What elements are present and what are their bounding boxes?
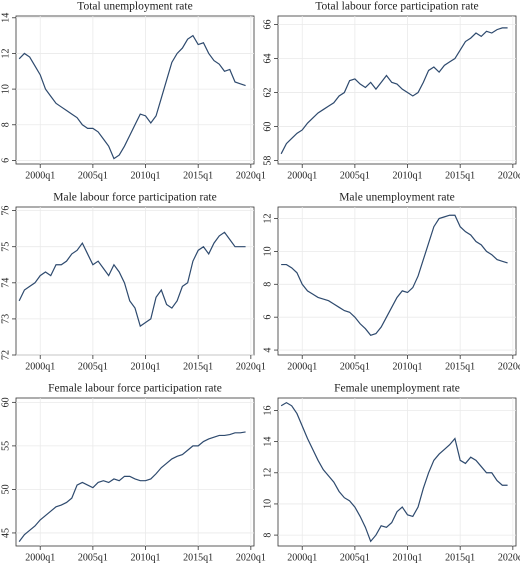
x-tick-label: 2020q1 [498,361,520,372]
x-tick-label: 2000q1 [25,361,55,372]
x-tick-label: 2000q1 [25,552,55,563]
x-tick-label: 2015q1 [183,552,213,563]
x-tick-label: 2005q1 [78,552,108,563]
plot-frame [277,206,517,356]
chart-title: Total labour force participation rate [315,1,478,13]
y-tick-label: 10 [262,499,273,509]
x-tick-label: 2020q1 [236,361,266,372]
x-tick-label: 2000q1 [25,170,55,181]
data-line [18,431,246,543]
chart-title: Total unemployment rate [77,1,192,13]
y-tick-label: 8 [0,122,11,127]
x-tick-label: 2015q1 [183,361,213,372]
y-tick-label: 8 [262,533,273,538]
plot-frame [277,15,517,165]
x-tick-label: 2015q1 [445,170,475,181]
y-tick-label: 45 [0,528,11,538]
x-tick-label: 2015q1 [445,361,475,372]
y-tick-label: 64 [262,54,273,64]
y-tick-label: 60 [262,122,273,132]
x-tick-label: 2010q1 [393,552,423,563]
plot-frame [15,397,255,547]
y-tick-label: 50 [0,484,11,494]
data-line [280,27,508,155]
x-tick-label: 2000q1 [287,170,317,181]
x-tick-label: 2015q1 [445,552,475,563]
x-tick-label: 2005q1 [340,361,370,372]
y-tick-label: 55 [0,441,11,451]
y-tick-label: 4 [262,348,273,353]
y-tick-label: 10 [262,246,273,256]
chart-title: Female labour force participation rate [48,383,222,395]
plot-frame [277,397,517,547]
chart-title: Male labour force participation rate [53,192,216,204]
x-tick-label: 2000q1 [287,361,317,372]
y-tick-label: 62 [262,88,273,98]
y-tick-label: 6 [262,315,273,320]
x-tick-label: 2015q1 [183,170,213,181]
x-tick-label: 2010q1 [131,552,161,563]
y-tick-label: 12 [0,48,11,58]
y-tick-label: 60 [0,397,11,407]
chart-title: Male unemployment rate [339,192,455,204]
data-line [280,401,508,543]
y-tick-label: 12 [262,468,273,478]
x-tick-label: 2020q1 [498,552,520,563]
x-tick-label: 2010q1 [393,170,423,181]
y-tick-label: 14 [262,437,273,447]
chart-title: Female unemployment rate [334,383,460,395]
y-tick-label: 74 [0,278,11,288]
y-tick-label: 58 [262,156,273,166]
data-line [281,214,508,336]
plot-frame [15,15,255,165]
x-tick-label: 2010q1 [393,361,423,372]
x-tick-label: 2020q1 [498,170,520,181]
y-tick-label: 14 [0,13,11,23]
y-tick-label: 76 [0,206,11,216]
x-tick-label: 2005q1 [78,170,108,181]
y-tick-label: 66 [262,20,273,30]
x-tick-label: 2010q1 [131,361,161,372]
y-tick-label: 8 [262,282,273,287]
y-tick-label: 73 [0,314,11,324]
x-tick-label: 2020q1 [236,170,266,181]
x-tick-label: 2005q1 [340,552,370,563]
data-line [18,231,246,328]
y-tick-label: 72 [0,350,11,360]
x-tick-label: 2005q1 [78,361,108,372]
y-tick-label: 12 [262,214,273,224]
x-tick-label: 2005q1 [340,170,370,181]
x-tick-label: 2010q1 [131,170,161,181]
x-tick-label: 2020q1 [236,552,266,563]
y-tick-label: 6 [0,158,11,163]
plot-frame [15,206,255,356]
data-line [18,34,246,160]
y-tick-label: 75 [0,242,11,252]
y-tick-label: 10 [0,84,11,94]
x-tick-label: 2000q1 [287,552,317,563]
y-tick-label: 16 [262,405,273,415]
